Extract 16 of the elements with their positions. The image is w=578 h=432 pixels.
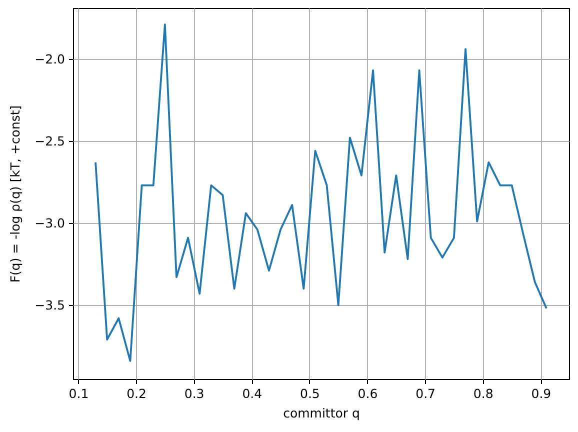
y-axis-title: F(q) = -log ρ(q) [kT, +const] <box>8 105 23 283</box>
x-tick-label: 0.1 <box>68 386 89 401</box>
x-tick-label: 0.6 <box>358 386 378 401</box>
x-axis-title: committor q <box>283 406 360 420</box>
y-tick-label: −3.5 <box>34 298 65 313</box>
x-tick-label: 0.5 <box>300 386 320 401</box>
x-tick-label: 0.3 <box>184 386 204 401</box>
x-tick-label: 0.8 <box>473 386 494 401</box>
x-tick-label: 0.4 <box>242 386 262 401</box>
x-tick-label: 0.9 <box>531 386 552 401</box>
x-tick-label: 0.7 <box>416 386 436 401</box>
y-tick-label: −2.5 <box>34 133 65 148</box>
y-tick-label: −2.0 <box>34 51 66 66</box>
y-tick-label: −3.0 <box>34 216 66 231</box>
line-series <box>94 23 548 362</box>
x-tick-label: 0.2 <box>126 386 146 401</box>
